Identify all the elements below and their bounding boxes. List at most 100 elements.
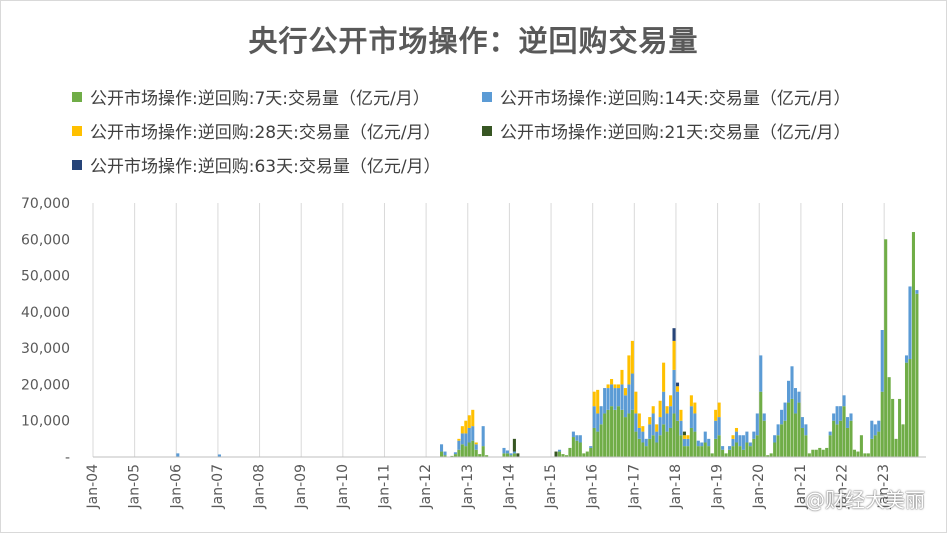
bar-segment-d7 [884,239,888,457]
bar-segment-d7 [852,449,856,457]
x-tick-label: Jan-06 [168,464,184,510]
bar-segment-d14 [790,366,794,399]
legend-label-63d: 公开市场操作:逆回购:63天:交易量（亿元/月） [90,157,441,177]
bar-segment-d7 [599,424,603,457]
bar-segment-d14 [703,431,707,443]
bar-segment-d21 [516,453,520,457]
bar-segment-d14 [606,388,610,410]
bar-segment-d14 [686,438,690,447]
bar-segment-d7 [474,449,478,457]
bar-segment-d14 [665,413,669,432]
bar-segment-d14 [599,406,603,425]
x-tick-label: Jan-20 [751,464,767,509]
x-tick-label: Jan-21 [793,464,809,509]
legend-swatch-21d [482,125,492,136]
bars-layer [176,232,919,457]
bar-segment-d28 [655,424,659,432]
bar-segment-d14 [610,384,614,407]
bar-segment-d14 [773,435,777,443]
bar-segment-d7 [596,431,600,457]
bar-segment-d7 [887,377,891,457]
bar-segment-d14 [762,413,766,421]
legend-swatch-28d [72,125,82,136]
bar-segment-d28 [610,378,614,385]
x-tick-label: Jan-11 [376,464,392,509]
bar-segment-d14 [714,420,718,439]
bar-segment-d7 [752,438,756,457]
bar-segment-d7 [592,427,596,457]
bar-segment-d14 [443,451,447,456]
x-tick-label: Jan-17 [626,464,642,509]
bar-segment-d7 [915,293,919,457]
x-tick-label: Jan-09 [293,464,309,509]
bar-segment-d7 [582,453,586,457]
bar-segment-d14 [644,438,648,447]
bar-segment-d7 [557,451,562,457]
bar-segment-d7 [450,455,454,457]
bar-segment-d14 [693,413,697,432]
bar-segment-d7 [821,449,825,457]
bar-segment-d14 [780,409,784,425]
bar-segment-d7 [769,453,773,457]
bar-segment-d28 [714,409,718,421]
bar-segment-d28 [457,438,461,441]
bar-segment-d28 [669,395,673,407]
legend-swatch-7d [72,91,82,102]
watermark-text: @财经大美丽 [805,488,925,512]
bar-segment-d14 [728,446,732,450]
bar-segment-d7 [731,446,735,457]
bar-segment-d14 [627,384,631,414]
bar-segment-d7 [585,451,589,457]
bar-segment-d7 [776,435,780,457]
bar-segment-d14 [734,431,739,443]
bar-segment-d7 [571,437,575,457]
bar-segment-d28 [467,415,471,428]
bar-segment-d7 [471,440,475,457]
legend-item-14d: 公开市场操作:逆回购:14天:交易量（亿元/月） [482,84,851,109]
bar-segment-d7 [675,420,680,457]
bar-segment-d7 [700,446,704,457]
bar-segment-d28 [596,389,600,414]
x-tick-label: Jan-04 [85,464,101,510]
bar-segment-d14 [679,420,683,436]
bar-segment-d7 [773,442,777,457]
bar-segment-d14 [589,446,593,448]
bar-segment-d28 [648,417,652,425]
bar-segment-d7 [828,435,832,457]
bar-segment-d14 [845,417,850,428]
bar-segment-d7 [839,420,843,457]
bar-segment-d28 [682,435,686,439]
bar-segment-d7 [662,424,666,457]
legend-label-7d: 公开市场操作:逆回购:7天:交易量（亿元/月） [90,89,430,109]
bar-segment-d14 [613,388,617,410]
bar-segment-d7 [901,424,905,457]
bar-segment-d7 [880,391,884,457]
bar-segment-d7 [672,413,676,457]
legend-item-7d: 公开市场操作:逆回购:7天:交易量（亿元/月） [72,84,430,109]
bar-segment-d14 [460,433,464,445]
x-tick-label: Jan-18 [668,464,684,509]
bar-segment-d14 [839,406,843,421]
bar-segment-d28 [731,435,735,439]
bar-segment-d7 [686,446,690,457]
bar-segment-d7 [738,446,742,457]
bar-segment-d28 [464,420,468,434]
bar-segment-d28 [471,409,475,427]
bar-segment-d7 [908,359,912,457]
bar-segment-d14 [689,406,693,428]
bar-segment-d7 [856,451,860,457]
bar-segment-d7 [734,442,739,457]
bar-segment-d14 [453,452,457,455]
legend-item-28d: 公开市场操作:逆回购:28天:交易量（亿元/月） [72,118,441,143]
bar-segment-d7 [728,449,732,457]
bar-segment-d7 [613,409,617,457]
axis-layer: - 10,000 20,000 30,000 40,000 50,000 60,000 70,… [21,196,926,509]
bar-segment-d28 [641,426,645,432]
bar-segment-d7 [651,435,655,457]
bar-segment-d7 [606,409,610,457]
y-tick-label: 30,000 [21,341,70,357]
bar-segment-d14 [717,417,721,436]
bar-segment-d14 [904,355,909,363]
bar-segment-d7 [818,447,822,457]
bar-segment-d14 [634,413,638,432]
